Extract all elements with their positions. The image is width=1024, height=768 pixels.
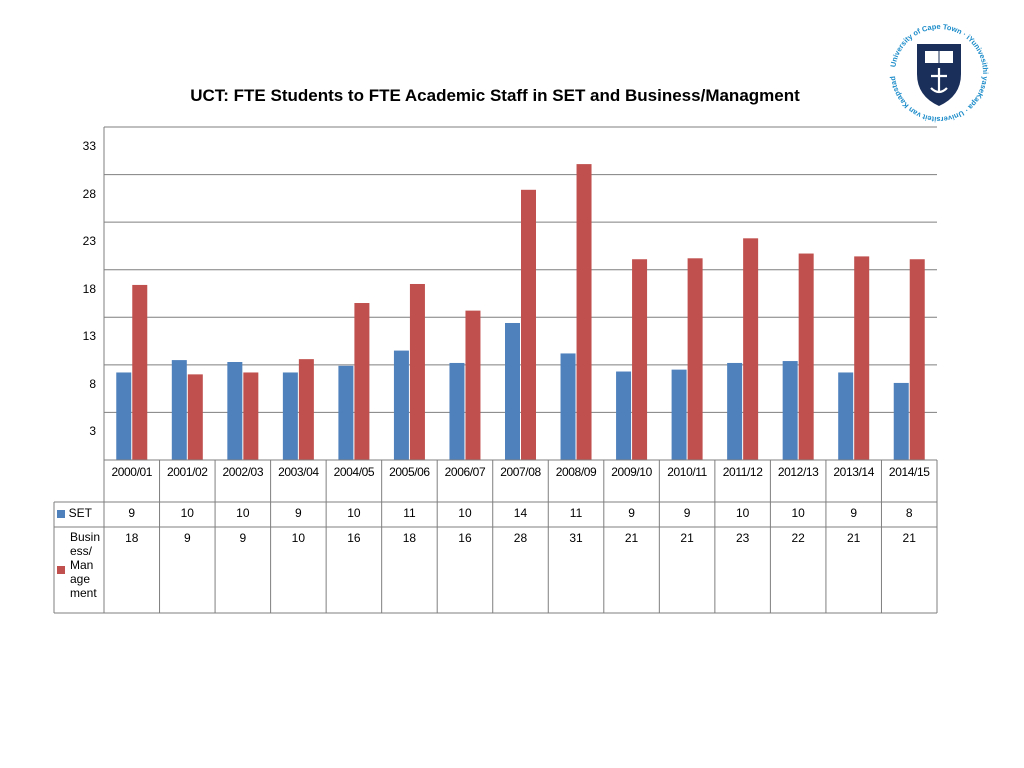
table-value-set: 9: [295, 506, 302, 520]
table-value-set: 10: [458, 506, 472, 520]
category-label: 2010/11: [667, 465, 707, 479]
bar-business: [909, 259, 925, 460]
legend-set-swatch: [57, 510, 65, 518]
category-label: 2009/10: [611, 465, 652, 479]
bar-set: [393, 350, 409, 460]
bar-business: [354, 303, 370, 460]
bar-set: [338, 365, 354, 460]
category-label: 2003/04: [278, 465, 319, 479]
category-label: 2000/01: [111, 465, 153, 479]
bar-business: [409, 283, 425, 460]
bar-set: [449, 362, 465, 460]
table-value-business: 9: [239, 531, 247, 545]
table-value-business: 28: [513, 531, 528, 545]
category-label: 2011/12: [722, 465, 763, 479]
table-value-set: 9: [850, 506, 858, 520]
bar-set: [560, 353, 576, 460]
category-label: 2004/05: [333, 465, 375, 479]
legend-set: SET: [54, 503, 104, 526]
y-tick-label: 28: [82, 186, 96, 201]
table-value-business: 21: [847, 531, 861, 545]
table-value-business: 21: [680, 531, 694, 545]
y-tick-label: 33: [82, 139, 96, 154]
bar-set: [893, 382, 909, 460]
category-label: 2007/08: [500, 465, 541, 479]
y-tick-label: 8: [89, 376, 96, 391]
bar-set: [616, 371, 632, 460]
table-value-business: 16: [347, 531, 361, 545]
bar-business: [632, 259, 648, 460]
bar-business: [465, 310, 481, 460]
table-value-set: 9: [128, 506, 136, 520]
category-label: 2013/14: [833, 465, 874, 479]
category-label: 2008/09: [555, 465, 597, 479]
table-value-set: 11: [403, 506, 416, 520]
y-tick-label: 18: [82, 281, 96, 296]
legend-business-label: Busin ess/ Man age ment: [70, 530, 101, 600]
y-tick-label: 3: [89, 424, 96, 439]
chart-title: UCT: FTE Students to FTE Academic Staff …: [190, 86, 800, 105]
bar-set: [838, 372, 854, 460]
table-value-set: 10: [735, 506, 750, 520]
table-value-set: 10: [791, 506, 805, 520]
category-label: 2002/03: [222, 465, 264, 479]
university-logo: University of Cape Town · iYunivesithi y…: [888, 22, 990, 124]
table-value-business: 16: [458, 531, 472, 545]
table-value-set: 10: [347, 506, 361, 520]
table-value-set: 9: [628, 506, 635, 520]
category-label: 2006/07: [444, 465, 486, 479]
bar-set: [782, 361, 798, 460]
category-label: 2012/13: [777, 465, 819, 479]
legend-business: Busin ess/ Man age ment: [54, 528, 104, 613]
crest-anchor-icon: [930, 68, 948, 94]
table-value-business: 21: [624, 531, 639, 545]
bar-set: [171, 360, 187, 460]
bar-business: [187, 374, 203, 460]
bar-business: [798, 253, 814, 460]
table-value-set: 8: [905, 506, 913, 520]
table-value-business: 31: [569, 531, 583, 545]
table-value-set: 10: [236, 506, 250, 520]
bar-business: [298, 359, 314, 460]
bar-business: [243, 372, 259, 460]
bar-business: [132, 284, 148, 460]
y-tick-label: 13: [82, 329, 96, 344]
bar-business: [743, 238, 759, 460]
table-value-business: 22: [791, 531, 805, 545]
table-value-business: 18: [125, 531, 139, 545]
bar-business: [576, 164, 592, 460]
legend-business-swatch: [57, 566, 65, 574]
table-value-business: 10: [291, 531, 306, 545]
bar-set: [727, 362, 743, 460]
bar-set: [227, 362, 243, 460]
table-value-set: 14: [513, 506, 528, 520]
legend-set-label: SET: [68, 506, 92, 520]
bar-set: [282, 372, 298, 460]
table-value-set: 11: [569, 506, 583, 520]
bar-business: [854, 256, 870, 460]
table-value-business: 21: [902, 531, 916, 545]
bar-set: [671, 369, 687, 460]
bar-set: [505, 322, 520, 460]
category-label: 2014/15: [888, 465, 930, 479]
y-tick-label: 23: [82, 234, 96, 249]
table-value-business: 23: [735, 531, 750, 545]
table-value-set: 9: [683, 506, 691, 520]
table-value-business: 18: [402, 531, 417, 545]
bar-business: [687, 258, 703, 460]
table-value-set: 10: [180, 506, 194, 520]
category-label: 2005/06: [389, 465, 430, 479]
bar-set: [116, 372, 132, 460]
category-label: 2001/02: [167, 465, 208, 479]
bar-business: [521, 189, 536, 460]
table-value-business: 9: [183, 531, 191, 545]
